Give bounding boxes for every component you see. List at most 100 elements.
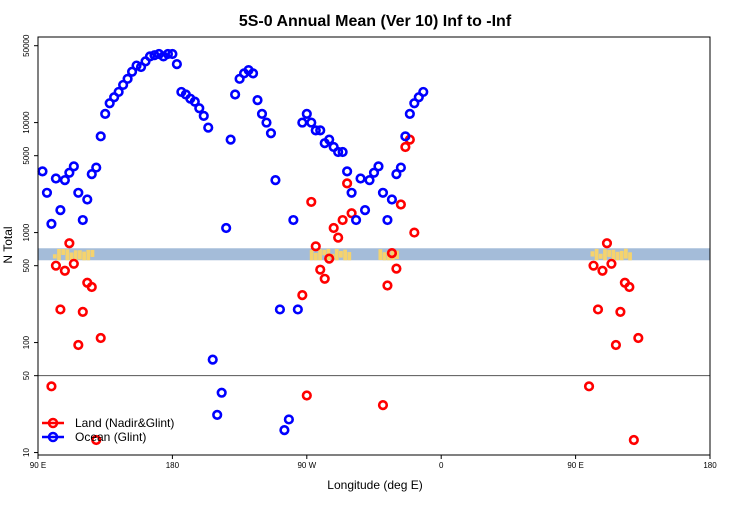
map-land-piece: [343, 249, 348, 261]
land-point: [91, 434, 102, 446]
map-land-piece: [86, 249, 91, 261]
land-point: [395, 199, 406, 210]
map-land-piece: [318, 249, 322, 261]
y-tick-label: 5000: [22, 146, 31, 164]
land-point: [68, 258, 79, 269]
ocean-point: [167, 48, 178, 60]
map-land-piece: [52, 254, 57, 259]
map-land-piece: [69, 252, 74, 261]
map-land-piece: [339, 251, 343, 258]
ocean-point: [301, 108, 312, 119]
ocean-point: [212, 409, 223, 420]
chart-title: 5S-0 Annual Mean (Ver 10) Inf to -Inf: [239, 13, 512, 30]
land-point: [597, 265, 608, 276]
ocean-point: [77, 214, 88, 226]
land-point: [400, 141, 411, 153]
ocean-point: [171, 59, 182, 70]
ocean-point: [198, 110, 209, 122]
ocean-point: [395, 162, 406, 173]
land-point: [50, 260, 62, 271]
series-ocean: [37, 48, 429, 436]
land-point: [95, 332, 106, 344]
map-land-piece: [309, 250, 314, 261]
map-land-piece: [313, 252, 318, 261]
y-tick-label: 50: [22, 371, 31, 380]
x-tick-label: 90 E: [30, 461, 46, 470]
ocean-point: [368, 167, 380, 178]
land-point: [386, 248, 398, 259]
map-land-piece: [73, 250, 78, 261]
ocean-point: [418, 86, 429, 98]
land-point: [592, 304, 604, 315]
map-land-piece: [90, 249, 95, 257]
land-point: [382, 280, 393, 291]
x-tick-label: 90 W: [297, 461, 316, 470]
ocean-point: [189, 96, 200, 107]
ocean-point: [265, 128, 277, 139]
ocean-point: [359, 205, 371, 216]
ocean-point: [364, 174, 375, 186]
land-point: [337, 214, 348, 226]
ocean-point: [95, 131, 106, 142]
ocean-point: [207, 354, 218, 365]
land-point: [633, 332, 644, 344]
x-tick-label: 180: [703, 461, 717, 470]
ocean-point: [324, 134, 335, 145]
ocean-point: [346, 187, 357, 198]
land-point: [377, 400, 389, 411]
map-land-piece: [61, 248, 66, 255]
map-land-piece: [395, 250, 399, 259]
ocean-point: [122, 73, 133, 84]
ocean-point: [297, 117, 308, 128]
ocean-point: [333, 146, 344, 158]
land-point: [615, 306, 626, 318]
land-point: [59, 265, 70, 276]
x-tick-label: 90 E: [567, 461, 583, 470]
land-point: [297, 290, 308, 301]
ocean-point: [144, 51, 156, 62]
land-point: [315, 264, 326, 275]
y-axis-label: N Total: [1, 226, 15, 263]
x-tick-label: 0: [439, 461, 444, 470]
land-point: [628, 434, 639, 446]
ocean-point: [400, 131, 411, 142]
ocean-point: [203, 122, 214, 133]
map-land-piece: [65, 249, 70, 261]
ocean-point: [373, 161, 384, 172]
ocean-point: [194, 103, 205, 114]
map-land-piece: [78, 250, 82, 260]
plot-frame: [37, 36, 711, 456]
land-point: [310, 241, 321, 252]
land-point: [64, 238, 75, 249]
ocean-point: [292, 304, 303, 315]
ocean-point: [382, 214, 393, 226]
land-point: [55, 304, 66, 315]
land-point: [301, 390, 312, 401]
ocean-point: [391, 169, 402, 180]
ocean-point: [55, 205, 66, 216]
land-point: [624, 281, 635, 293]
map-land-piece: [378, 249, 383, 261]
ocean-point: [404, 108, 415, 119]
y-tick-label: 10: [22, 448, 31, 457]
map-strip-ocean: [38, 248, 710, 261]
ocean-point: [256, 108, 268, 119]
ocean-point: [247, 68, 259, 79]
ocean-point: [288, 214, 299, 226]
map-land-piece: [607, 250, 612, 257]
ocean-point: [59, 174, 70, 186]
y-tick-label: 50000: [22, 34, 31, 57]
ocean-point: [274, 304, 286, 315]
land-point: [306, 196, 317, 208]
ocean-point: [162, 48, 174, 60]
land-point: [588, 260, 599, 271]
ocean-point: [149, 50, 160, 61]
map-land-piece: [623, 248, 628, 259]
ocean-point: [68, 161, 79, 172]
x-tick-label: 180: [166, 461, 180, 470]
ocean-point: [279, 424, 290, 436]
ocean-point: [261, 117, 272, 128]
ocean-point: [216, 387, 227, 398]
